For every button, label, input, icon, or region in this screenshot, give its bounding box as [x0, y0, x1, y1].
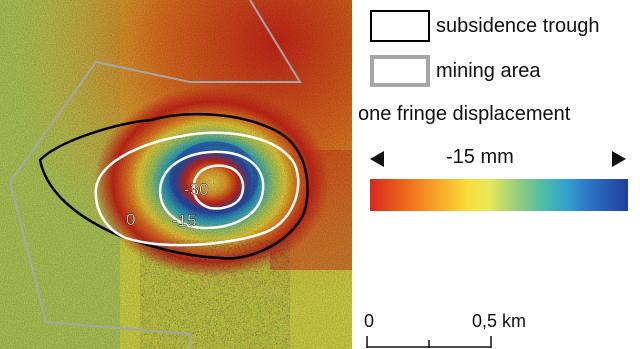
left-arrow-icon — [370, 151, 384, 167]
contour-label-0: 0 — [126, 210, 135, 229]
scale-bar — [366, 336, 492, 348]
fringe-displacement-title: one fringe displacement — [358, 103, 571, 125]
interferogram-map: 0 -15 -30 — [0, 0, 352, 349]
mining-area-label: mining area — [436, 59, 541, 82]
contour-0 — [94, 131, 300, 247]
scale-label-zero: 0 — [364, 311, 375, 331]
right-arrow-icon — [612, 151, 626, 167]
mining-area-outline-lower — [9, 181, 191, 349]
legend-mining-row: mining area — [370, 55, 541, 87]
contour-30 — [192, 164, 245, 210]
mining-area-swatch — [370, 55, 430, 87]
subsidence-trough-swatch — [370, 10, 430, 42]
scale-label-half-km: 0,5 km — [472, 311, 527, 331]
contour-label-15: -15 — [172, 211, 197, 230]
fringe-displacement-value: -15 mm — [446, 146, 514, 168]
map-noise — [0, 0, 352, 349]
legend-subsidence-row: subsidence trough — [370, 10, 599, 42]
mining-area-outline — [9, 0, 302, 183]
subsidence-trough-label: subsidence trough — [436, 14, 600, 37]
fringe-colorbar — [370, 179, 628, 211]
contour-15 — [158, 150, 265, 230]
contour-label-30: -30 — [184, 180, 209, 199]
